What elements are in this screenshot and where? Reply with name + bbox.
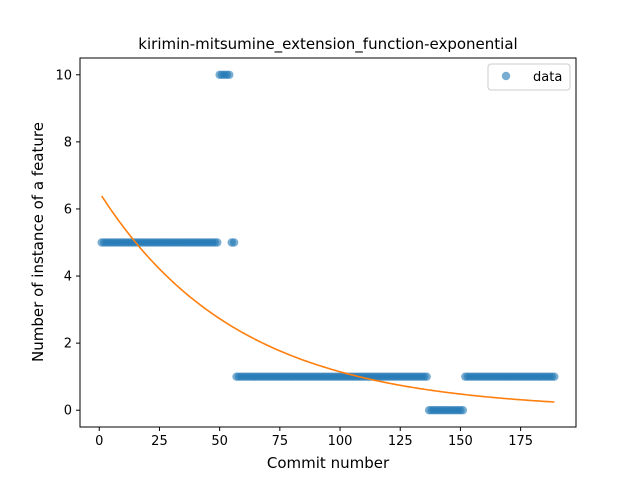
y-tick-label: 6 [64, 202, 72, 217]
legend-label: data [533, 70, 562, 85]
data-point [213, 238, 222, 247]
legend-marker [501, 71, 511, 81]
data-point [550, 372, 559, 381]
x-tick-label: 50 [211, 434, 228, 449]
x-tick-label: 150 [448, 434, 473, 449]
x-tick-label: 75 [272, 434, 289, 449]
x-tick-label: 175 [508, 434, 533, 449]
x-tick-label: 0 [95, 434, 103, 449]
x-tick-label: 100 [328, 434, 353, 449]
legend: data [487, 63, 571, 91]
data-point [229, 238, 239, 247]
y-tick-label: 0 [64, 404, 72, 419]
y-tick-label: 4 [64, 270, 72, 285]
y-tick-label: 8 [64, 135, 72, 150]
x-tick-label: 25 [151, 434, 168, 449]
data-point [422, 372, 431, 381]
data-points-group [97, 70, 559, 415]
legend-box [487, 63, 571, 91]
data-point [458, 406, 468, 415]
x-axis-label: Commit number [267, 454, 390, 472]
exponential-fit-line [101, 195, 555, 403]
plot-area: 0 25 50 75 100 125 150 175 0 2 4 6 8 10 [55, 57, 577, 449]
x-tick-label: 125 [388, 434, 413, 449]
y-tick-label: 10 [55, 68, 72, 83]
chart-title: kirimin-mitsumine_extension_function-exp… [138, 35, 517, 54]
y-tick-label: 2 [64, 337, 72, 352]
y-axis-label: Number of instance of a feature [29, 122, 47, 362]
axes-frame [79, 57, 577, 428]
data-point [225, 70, 234, 79]
